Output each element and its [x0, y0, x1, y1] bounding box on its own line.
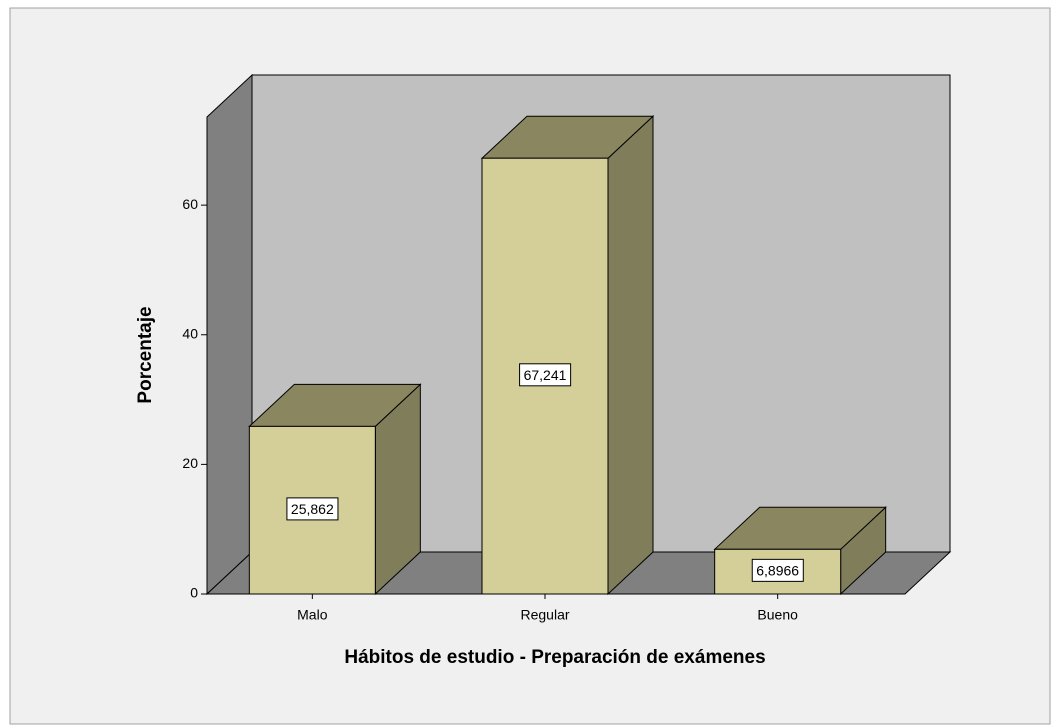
y-tick-label: 20: [182, 455, 198, 471]
x-tick-label: Malo: [297, 607, 328, 623]
y-tick-label: 60: [182, 196, 198, 212]
value-label-box: [519, 363, 572, 387]
left-wall: [206, 73, 253, 596]
x-axis-label: Hábitos de estudio - Preparación de exám…: [344, 647, 765, 668]
value-label-box: [286, 497, 339, 521]
x-tick-label: Bueno: [757, 607, 798, 623]
bar-side: [607, 115, 654, 596]
x-tick-label: Regular: [520, 607, 569, 623]
value-label: 25,862: [291, 501, 334, 517]
y-tick-label: 0: [190, 585, 198, 601]
value-label-box: [751, 558, 804, 582]
y-tick-label: 40: [182, 325, 198, 341]
value-label: 67,241: [524, 367, 567, 383]
y-axis-label: Porcentaje: [135, 306, 156, 403]
value-label: 6,8966: [756, 562, 799, 578]
